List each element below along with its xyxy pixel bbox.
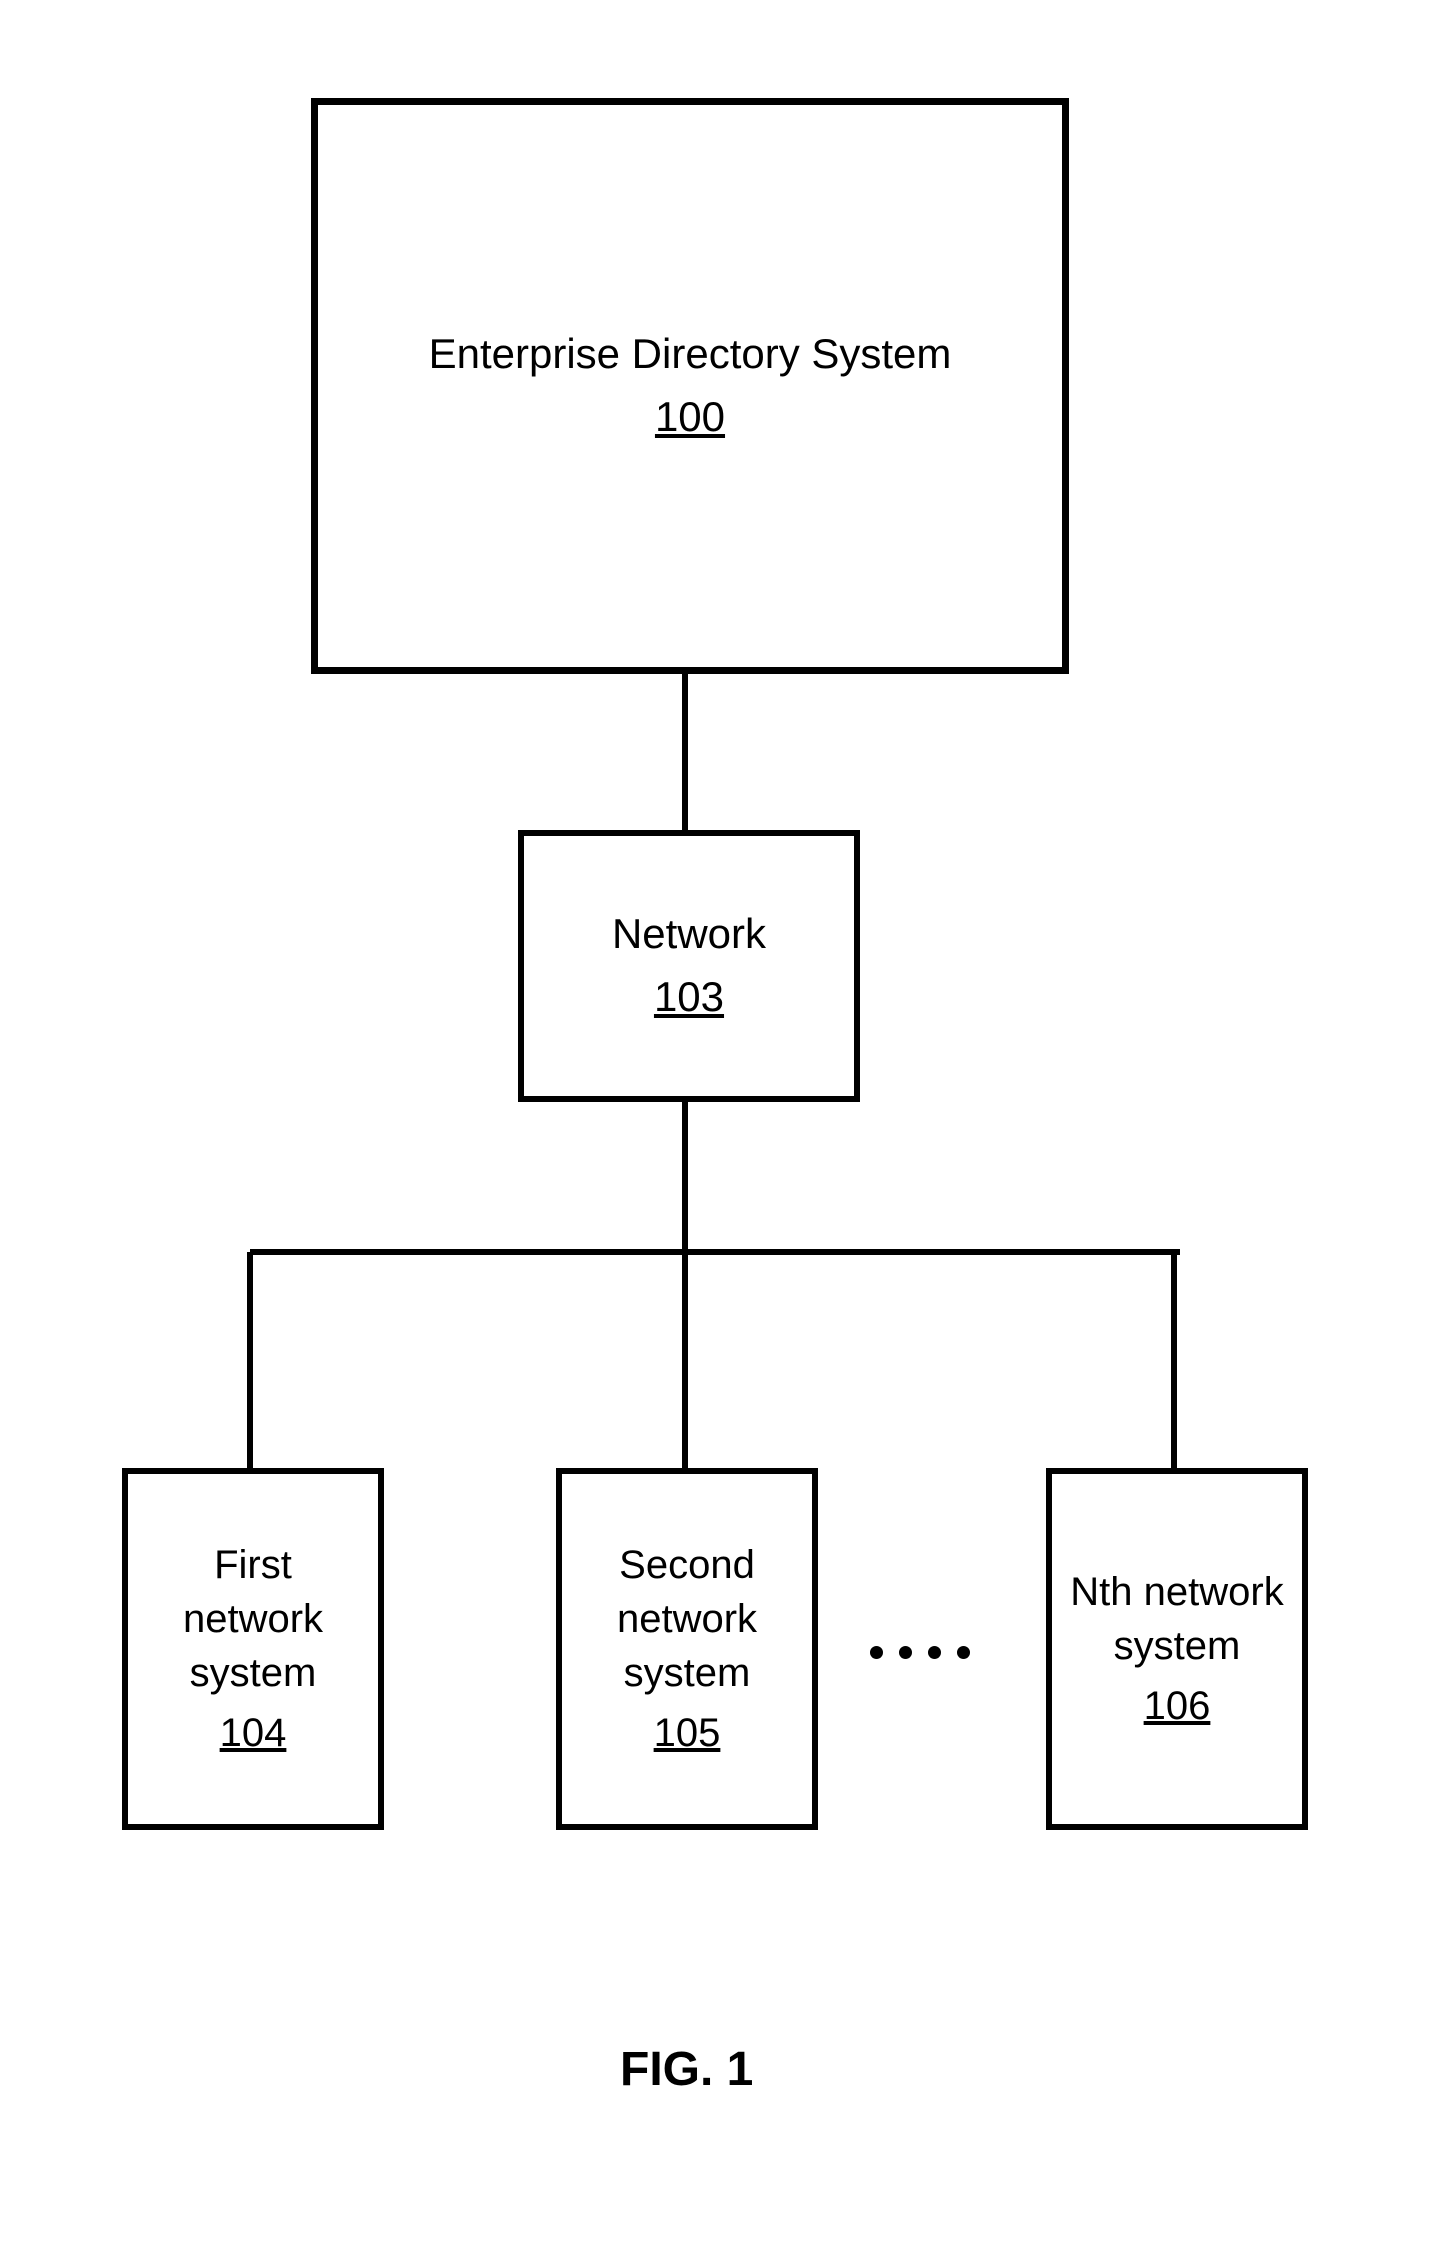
edge [682, 1102, 688, 1252]
dot-icon [928, 1646, 941, 1659]
node-ref: 106 [1144, 1679, 1211, 1733]
dot-icon [899, 1646, 912, 1659]
dot-icon [957, 1646, 970, 1659]
edge [250, 1249, 1180, 1255]
node-label: Network [612, 906, 766, 963]
edge [682, 674, 688, 830]
diagram-canvas: Enterprise Directory System 100 Network … [0, 0, 1438, 2254]
node-ref: 100 [655, 389, 725, 446]
node-ref: 103 [654, 969, 724, 1026]
node-label: First network system [142, 1538, 364, 1700]
node-network: Network 103 [518, 830, 860, 1102]
node-first-network-system: First network system 104 [122, 1468, 384, 1830]
edge [1171, 1252, 1177, 1468]
figure-caption: FIG. 1 [620, 2042, 753, 2097]
node-ref: 104 [220, 1706, 287, 1760]
edge [682, 1252, 688, 1468]
node-enterprise-directory-system: Enterprise Directory System 100 [311, 98, 1069, 674]
node-ref: 105 [654, 1706, 721, 1760]
ellipsis-icon [870, 1646, 970, 1659]
node-label: Enterprise Directory System [429, 326, 952, 383]
dot-icon [870, 1646, 883, 1659]
node-label: Nth network system [1066, 1565, 1288, 1673]
node-second-network-system: Second network system 105 [556, 1468, 818, 1830]
node-nth-network-system: Nth network system 106 [1046, 1468, 1308, 1830]
node-label: Second network system [576, 1538, 798, 1700]
edge [247, 1252, 253, 1468]
